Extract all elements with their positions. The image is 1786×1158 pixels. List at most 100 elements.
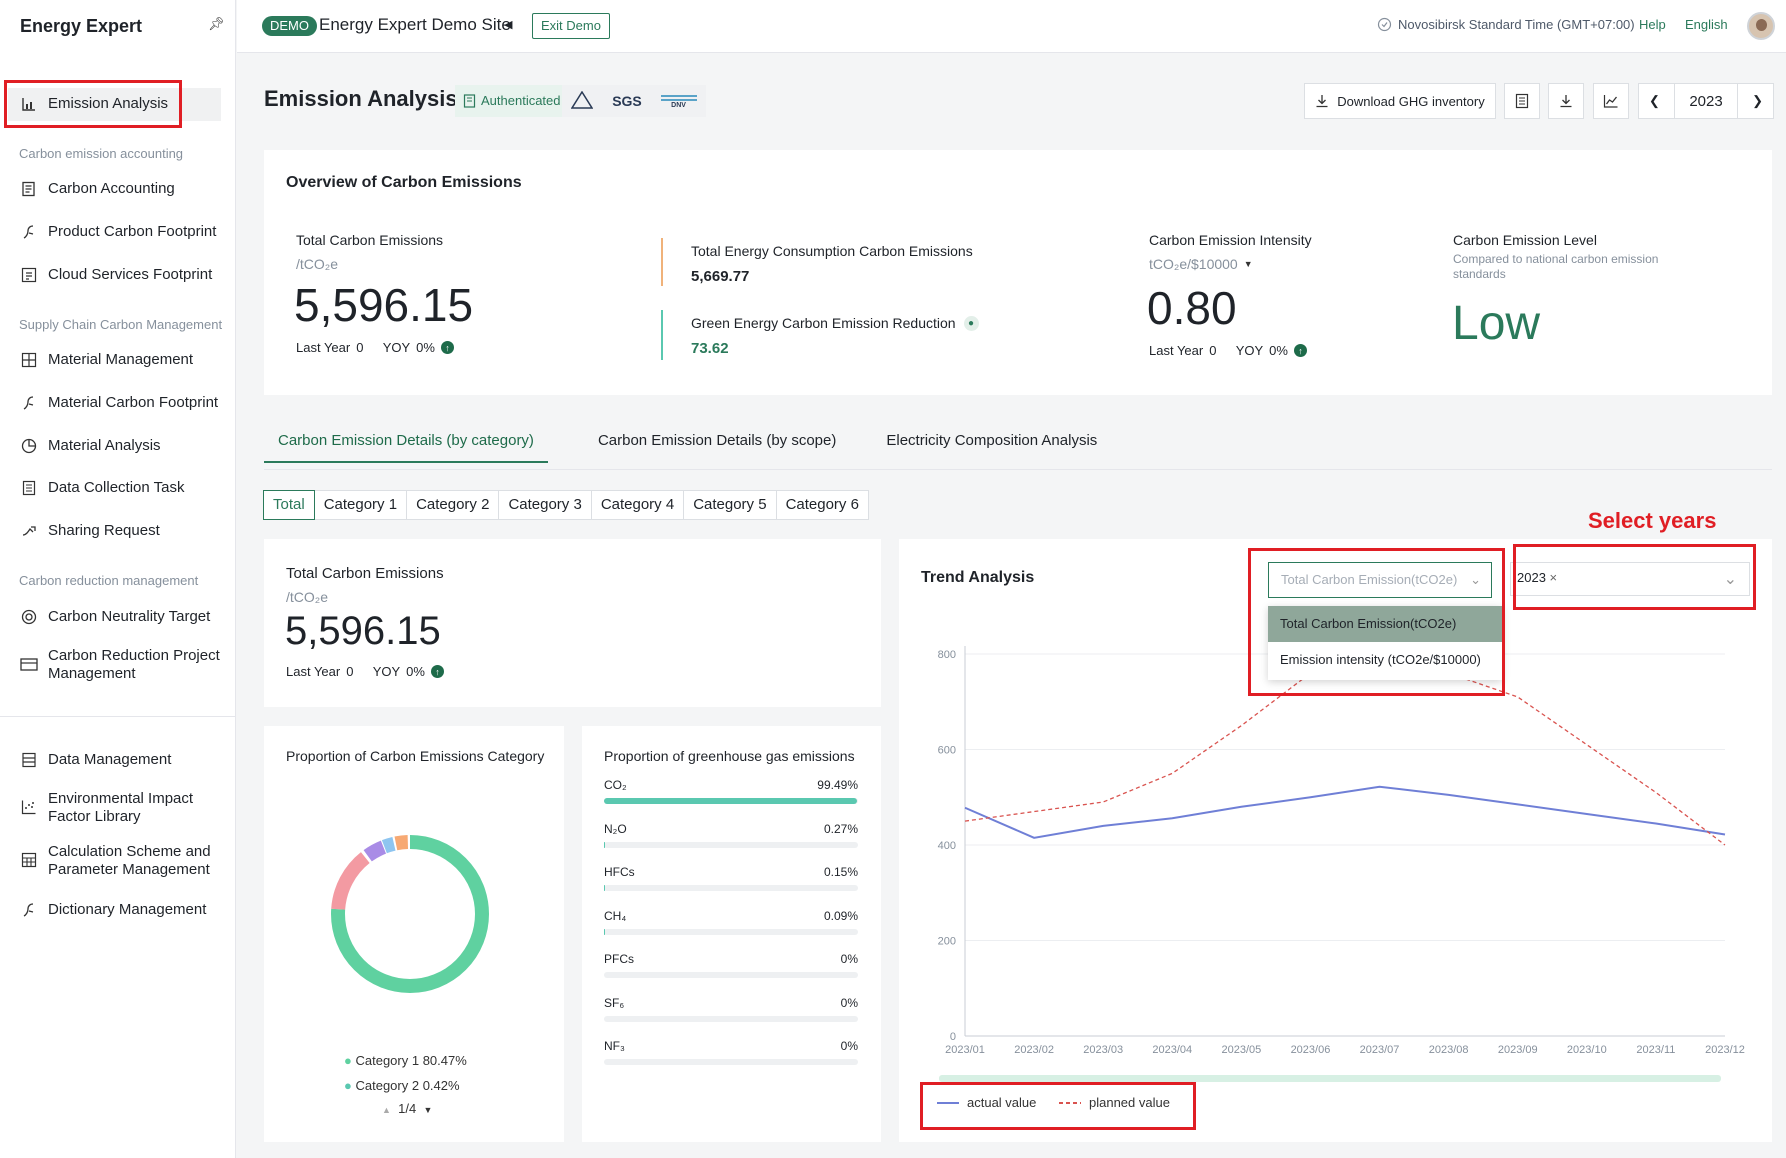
help-link[interactable]: Help bbox=[1639, 17, 1666, 32]
donut-slice-category-1 bbox=[331, 835, 489, 993]
ghg-name: PFCs bbox=[604, 952, 634, 966]
legend-actual-swatch bbox=[937, 1101, 959, 1104]
tab-category-5[interactable]: Category 5 bbox=[683, 490, 777, 520]
sidebar-item-product-carbon-footprint[interactable]: Product Carbon Footprint bbox=[20, 223, 220, 241]
annotation-box-years bbox=[1513, 544, 1756, 610]
option-emission-intensity[interactable]: Emission intensity (tCO2e/$10000) bbox=[1280, 652, 1481, 667]
arrow-up-icon: ↑ bbox=[430, 665, 444, 678]
sidebar-item-carbon-reduction-project[interactable]: Carbon Reduction Project Management bbox=[20, 647, 220, 683]
ghg-fill bbox=[604, 841, 605, 848]
sidebar-item-carbon-neutrality-target[interactable]: Carbon Neutrality Target bbox=[20, 608, 220, 626]
avatar[interactable] bbox=[1747, 12, 1775, 40]
arrow-up-icon: ↑ bbox=[440, 341, 454, 354]
summary-value: 5,596.15 bbox=[285, 609, 441, 653]
demo-badge: DEMO bbox=[262, 16, 317, 36]
sidebar-item-data-collection-task[interactable]: Data Collection Task bbox=[20, 479, 220, 497]
sidebar-item-dictionary-management[interactable]: Dictionary Management bbox=[20, 901, 220, 919]
sidebar-item-cloud-services[interactable]: Cloud Services Footprint bbox=[20, 266, 220, 284]
cert-logos: SGS DNV bbox=[562, 85, 706, 117]
x-tick-label: 2023/11 bbox=[1636, 1044, 1675, 1056]
ghg-track bbox=[604, 1015, 858, 1022]
donut-chart bbox=[331, 835, 489, 993]
sidebar-item-calculation-scheme[interactable]: Calculation Scheme and Parameter Managem… bbox=[20, 843, 220, 879]
tab-category-2[interactable]: Category 2 bbox=[406, 490, 500, 520]
metric-dropdown-menu: Total Carbon Emission(tCO2e) Emission in… bbox=[1268, 606, 1502, 680]
timezone[interactable]: Novosibirsk Standard Time (GMT+07:00) bbox=[1377, 17, 1635, 32]
pin-icon[interactable]: 📌︎ bbox=[208, 16, 225, 31]
legend-planned[interactable]: planned value bbox=[1059, 1095, 1170, 1110]
site-name[interactable]: Energy Expert Demo Site bbox=[319, 15, 511, 34]
export-icon bbox=[1560, 95, 1572, 108]
trend-chart-button[interactable] bbox=[1593, 83, 1629, 119]
exit-demo-button[interactable]: Exit Demo bbox=[532, 13, 610, 39]
year-multi-select[interactable]: 2023 × ⌄ bbox=[1510, 562, 1750, 596]
target-icon bbox=[20, 608, 38, 626]
tab-category-6[interactable]: Category 6 bbox=[775, 490, 869, 520]
line-chart-icon bbox=[1603, 95, 1618, 108]
y-tick-label: 0 bbox=[950, 1031, 956, 1043]
series-line-actual bbox=[964, 785, 1726, 839]
caret-left-icon[interactable]: ◀ bbox=[504, 19, 513, 31]
x-tick-label: 2023/08 bbox=[1429, 1044, 1469, 1056]
chevron-down-icon: ⌄ bbox=[1470, 572, 1481, 587]
footprint-icon bbox=[20, 394, 38, 412]
tuv-logo-icon bbox=[571, 90, 594, 112]
footprint-icon bbox=[20, 223, 38, 241]
prev-year-icon[interactable]: ❮ bbox=[1649, 93, 1660, 108]
legend-item-category-2[interactable]: ● Category 2 0.42% bbox=[344, 1078, 460, 1093]
legend-pager[interactable]: ▲ 1/4 ▼ bbox=[382, 1101, 433, 1116]
y-tick-label: 600 bbox=[938, 745, 956, 757]
y-tick-label: 200 bbox=[938, 936, 956, 948]
detail-tabs: Carbon Emission Details (by category) Ca… bbox=[264, 420, 1147, 463]
tab-total[interactable]: Total bbox=[263, 490, 315, 520]
sidebar-item-sharing-request[interactable]: Sharing Request bbox=[20, 522, 220, 540]
annotation-select-years: Select years bbox=[1588, 508, 1717, 533]
export-button[interactable] bbox=[1548, 83, 1584, 119]
sidebar-item-data-management[interactable]: Data Management bbox=[20, 751, 220, 769]
ghg-value: 0% bbox=[840, 995, 858, 1010]
scatter-icon bbox=[20, 798, 38, 816]
download-icon bbox=[1316, 95, 1328, 108]
legend-actual[interactable]: actual value bbox=[937, 1095, 1036, 1110]
sidebar-divider bbox=[0, 716, 236, 717]
intensity-unit-selector[interactable]: tCO₂e/$10000 ▼ bbox=[1149, 256, 1253, 272]
sidebar-item-material-management[interactable]: Material Management bbox=[20, 351, 220, 369]
total-emissions-value: 5,596.15 bbox=[294, 279, 474, 331]
x-tick-label: 2023/01 bbox=[945, 1044, 985, 1056]
tab-by-scope[interactable]: Carbon Emission Details (by scope) bbox=[597, 432, 837, 449]
download-ghg-button[interactable]: Download GHG inventory bbox=[1304, 83, 1496, 119]
tab-electricity[interactable]: Electricity Composition Analysis bbox=[886, 432, 1098, 449]
sidebar-item-material-analysis[interactable]: Material Analysis bbox=[20, 437, 220, 455]
option-total-carbon[interactable]: Total Carbon Emission(tCO2e) bbox=[1268, 606, 1502, 642]
year-tag[interactable]: 2023 × bbox=[1517, 570, 1558, 585]
energy-emissions-value: 5,669.77 bbox=[691, 268, 750, 285]
pager-up-icon: ▲ bbox=[382, 1105, 391, 1115]
next-year-icon[interactable]: ❯ bbox=[1752, 93, 1763, 108]
metric-select[interactable]: Total Carbon Emission(tCO2e) ⌄ bbox=[1268, 562, 1492, 598]
sidebar-item-emission-analysis[interactable]: Emission Analysis bbox=[20, 95, 220, 113]
year-picker[interactable]: ❮ 2023 ❯ bbox=[1638, 83, 1774, 119]
total-emissions-unit: /tCO₂e bbox=[296, 256, 338, 272]
tab-category-3[interactable]: Category 3 bbox=[498, 490, 592, 520]
tab-by-category[interactable]: Carbon Emission Details (by category) bbox=[264, 420, 548, 463]
report-button[interactable] bbox=[1504, 83, 1540, 119]
sidebar-item-carbon-accounting[interactable]: Carbon Accounting bbox=[20, 180, 220, 198]
sidebar-item-environmental-impact-factor[interactable]: Environmental Impact Factor Library bbox=[20, 790, 220, 826]
sidebar-item-material-carbon-footprint[interactable]: Material Carbon Footprint bbox=[20, 394, 220, 412]
tab-category-4[interactable]: Category 4 bbox=[590, 490, 685, 520]
x-tick-label: 2023/03 bbox=[1083, 1044, 1123, 1056]
tab-category-1[interactable]: Category 1 bbox=[313, 490, 408, 520]
clock-icon bbox=[1377, 17, 1392, 32]
authenticated-badge: Authenticated bbox=[455, 85, 569, 117]
active-row-bg bbox=[8, 88, 221, 121]
intensity-value: 0.80 bbox=[1147, 282, 1237, 334]
sgs-logo: SGS bbox=[612, 93, 642, 109]
legend-item-category-1[interactable]: ● Category 1 80.47% bbox=[344, 1053, 467, 1068]
x-tick-label: 2023/07 bbox=[1360, 1044, 1400, 1056]
ghg-name: CO₂ bbox=[604, 778, 627, 792]
ghg-value: 0% bbox=[840, 952, 858, 966]
summary-yoy: Last Year 0 YOY 0% ↑ bbox=[286, 664, 444, 679]
chart-scrollbar[interactable] bbox=[939, 1075, 1721, 1082]
language-selector[interactable]: English bbox=[1685, 17, 1728, 32]
x-tick-label: 2023/04 bbox=[1152, 1044, 1192, 1056]
